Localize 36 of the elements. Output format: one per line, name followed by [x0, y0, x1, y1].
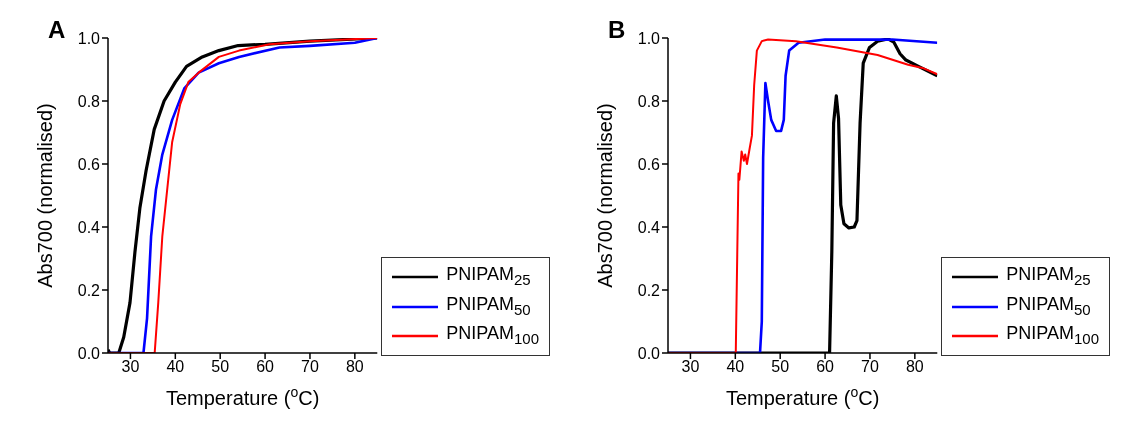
y-tick-label: 1.0: [637, 29, 661, 47]
y-tick-label: 1.0: [77, 29, 101, 47]
legend-label: PNIPAM$_{100}$: [446, 322, 539, 349]
y-tick-label: 0.0: [637, 344, 661, 362]
chart-title: B: [608, 16, 626, 43]
y-tick-label: 0.8: [637, 92, 661, 110]
y-tick-label: 0.4: [77, 218, 101, 236]
x-tick-label: 30: [121, 358, 140, 376]
x-tick-label: 60: [816, 358, 835, 376]
x-tick-label: 80: [905, 358, 924, 376]
x-tick-label: 40: [726, 358, 745, 376]
legend-label: PNIPAM$_{100}$: [1006, 322, 1099, 349]
legend-label: PNIPAM$_{50}$: [1006, 292, 1091, 320]
chart-title: A: [48, 16, 66, 43]
y-tick-label: 0.6: [637, 155, 661, 173]
y-tick-label: 0.2: [77, 281, 101, 299]
legend-label: PNIPAM$_{50}$: [446, 292, 531, 320]
y-tick-label: 0.4: [637, 218, 661, 236]
y-tick-label: 0.6: [77, 155, 101, 173]
x-tick-label: 70: [861, 358, 879, 376]
x-tick-label: 30: [681, 358, 700, 376]
x-tick-label: 60: [256, 358, 275, 376]
y-tick-label: 0.0: [77, 344, 101, 362]
legend-label: PNIPAM$_{25}$: [446, 263, 531, 290]
y-tick-label: 0.2: [637, 281, 661, 299]
x-tick-label: 40: [166, 358, 185, 376]
x-tick-label: 70: [301, 358, 319, 376]
x-tick-label: 80: [345, 358, 364, 376]
x-axis-title: Temperature ($^{o}$C): [725, 384, 880, 409]
x-tick-label: 50: [211, 358, 230, 376]
legend-label: PNIPAM$_{25}$: [1006, 263, 1091, 290]
y-axis-title: Abs700 (normalised): [34, 103, 56, 288]
y-tick-label: 0.8: [77, 92, 101, 110]
x-axis-title: Temperature ($^{o}$C): [165, 384, 320, 409]
y-axis-title: Abs700 (normalised): [594, 103, 616, 288]
x-tick-label: 50: [771, 358, 790, 376]
